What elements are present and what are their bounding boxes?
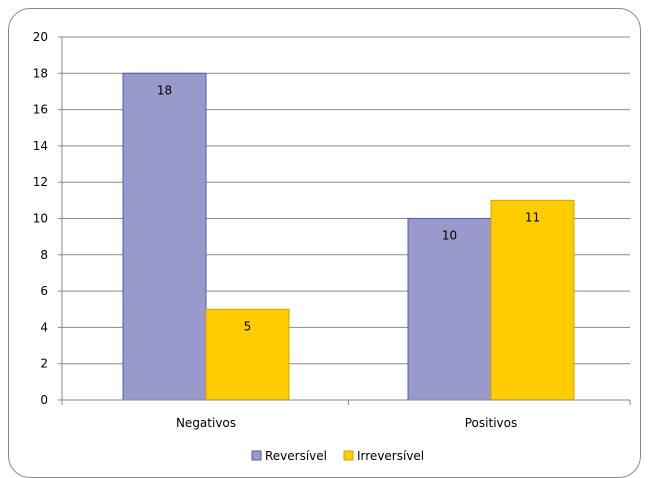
data-label: 10 xyxy=(442,229,457,243)
y-tick-label: 10 xyxy=(33,212,48,226)
bar-reversivel-positivos xyxy=(407,218,492,401)
data-label: 5 xyxy=(244,319,252,333)
x-category-labels: Negativos Positivos xyxy=(176,416,517,430)
x-category-label: Negativos xyxy=(176,416,236,430)
bar-irreversivel-negativos xyxy=(205,308,290,401)
legend-label: Reversível xyxy=(265,449,327,463)
data-labels: 18 5 10 11 xyxy=(157,83,540,333)
y-tick-labels: 0 2 4 6 8 10 12 14 16 18 20 xyxy=(33,30,48,407)
y-tick-label: 16 xyxy=(33,103,48,117)
y-tick-label: 20 xyxy=(33,30,48,44)
legend-swatch xyxy=(251,450,262,461)
legend-swatch xyxy=(343,450,354,461)
legend-item: Reversível xyxy=(251,449,327,463)
y-tick-label: 8 xyxy=(40,248,48,262)
bar-reversivel-negativos xyxy=(122,72,207,401)
data-label: 18 xyxy=(157,83,172,97)
y-tick-label: 4 xyxy=(40,320,48,334)
axes xyxy=(61,37,630,401)
data-label: 11 xyxy=(525,210,540,224)
y-tick-label: 6 xyxy=(40,284,48,298)
y-tick-label: 2 xyxy=(40,357,48,371)
y-tick-label: 14 xyxy=(33,139,48,153)
y-tick-label: 0 xyxy=(40,393,48,407)
bar-irreversivel-positivos xyxy=(490,199,575,401)
y-tick-label: 12 xyxy=(33,175,48,189)
x-category-label: Positivos xyxy=(465,416,517,430)
legend-item: Irreversível xyxy=(343,449,424,463)
legend-label: Irreversível xyxy=(357,449,424,463)
y-tick-label: 18 xyxy=(33,66,48,80)
bars xyxy=(122,72,575,401)
legend: Reversível Irreversível xyxy=(251,449,424,463)
